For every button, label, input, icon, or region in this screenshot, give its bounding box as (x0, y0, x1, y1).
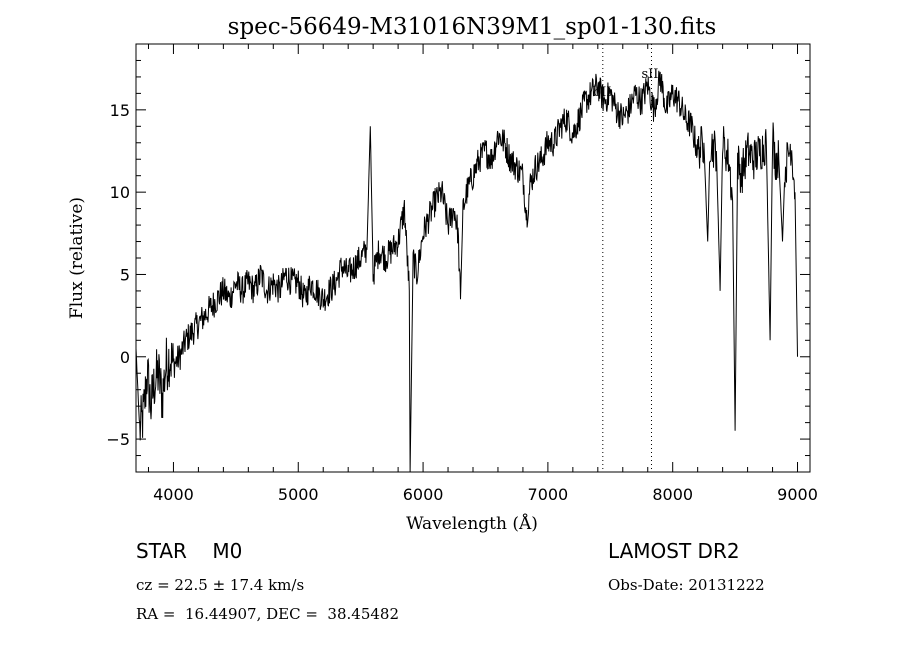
x-tick-label: 4000 (153, 485, 194, 504)
redshift-text: cz = 22.5 ± 17.4 km/s (136, 576, 304, 594)
y-tick-label: 5 (120, 265, 130, 284)
y-tick-label: 10 (110, 183, 130, 202)
coordinates-text: RA = 16.44907, DEC = 38.45482 (136, 605, 399, 623)
classification-text: STAR M0 (136, 539, 242, 563)
x-tick-label: 5000 (278, 485, 319, 504)
axis-tick-labels: 4000 5000 6000 7000 8000 9000 −5 0 5 10 15 (106, 101, 817, 504)
obs-date-text: Obs-Date: 20131222 (608, 576, 765, 594)
y-tick-label: 0 (120, 348, 130, 367)
x-tick-label: 7000 (528, 485, 569, 504)
axis-ticks (136, 43, 810, 473)
spectrum-line (135, 70, 798, 473)
x-tick-label: 6000 (403, 485, 444, 504)
x-axis-label: Wavelength (Å) (406, 513, 538, 534)
survey-text: LAMOST DR2 (608, 539, 740, 563)
y-tick-label: −5 (106, 430, 130, 449)
plot-frame (135, 43, 811, 473)
chart-title: spec-56649-M31016N39M1_sp01-130.fits (228, 14, 717, 40)
x-tick-label: 8000 (652, 485, 693, 504)
y-tick-label: 15 (110, 101, 130, 120)
x-tick-label: 9000 (777, 485, 818, 504)
line-marker-label: sII (641, 67, 658, 82)
y-axis-label: Flux (relative) (67, 197, 87, 319)
